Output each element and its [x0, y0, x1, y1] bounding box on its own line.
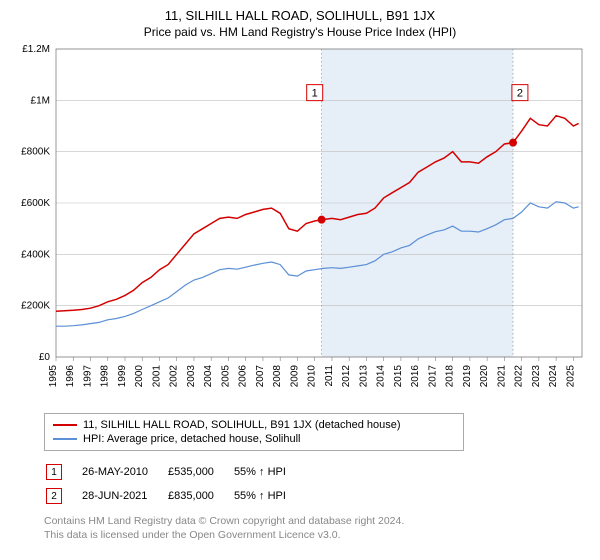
x-tick-label: 2003: [186, 365, 197, 388]
x-tick-label: 2018: [445, 365, 456, 388]
footnote-line: Contains HM Land Registry data © Crown c…: [44, 515, 588, 529]
legend: 11, SILHILL HALL ROAD, SOLIHULL, B91 1JX…: [44, 413, 464, 451]
x-tick-label: 1998: [100, 365, 111, 388]
x-tick-label: 2001: [151, 365, 162, 388]
y-tick-label: £0: [39, 352, 51, 363]
x-tick-label: 2024: [548, 365, 559, 388]
x-tick-label: 2019: [462, 365, 473, 388]
marker-badge-label: 1: [312, 88, 318, 100]
event-date: 26-MAY-2010: [82, 461, 166, 483]
y-tick-label: £800K: [21, 147, 50, 158]
x-tick-label: 2022: [514, 365, 525, 388]
x-tick-label: 2005: [220, 365, 231, 388]
x-tick-label: 2009: [289, 365, 300, 388]
event-pct: 55% ↑ HPI: [234, 461, 304, 483]
x-tick-label: 2021: [496, 365, 507, 388]
y-tick-label: £1.2M: [22, 45, 50, 55]
legend-row: HPI: Average price, detached house, Soli…: [53, 432, 455, 446]
x-tick-label: 2004: [203, 365, 214, 388]
page-title: 11, SILHILL HALL ROAD, SOLIHULL, B91 1JX: [12, 8, 588, 23]
x-tick-label: 1996: [65, 365, 76, 388]
x-tick-label: 2020: [479, 365, 490, 388]
marker-dot: [318, 216, 326, 224]
y-tick-label: £200K: [21, 301, 50, 312]
event-price: £535,000: [168, 461, 232, 483]
marker-badge: 1: [46, 464, 62, 480]
x-tick-label: 2010: [307, 365, 318, 388]
page-subtitle: Price paid vs. HM Land Registry's House …: [12, 25, 588, 39]
event-date: 28-JUN-2021: [82, 485, 166, 507]
x-tick-label: 1997: [82, 365, 93, 388]
x-tick-label: 2011: [324, 365, 335, 387]
price-chart: £0 £200K £400K £600K £800K £1M £1.2M 1995 1996 19…: [12, 45, 588, 405]
x-tick-label: 2008: [272, 365, 283, 388]
legend-label: 11, SILHILL HALL ROAD, SOLIHULL, B91 1JX…: [83, 419, 401, 431]
x-tick-label: 2000: [134, 365, 145, 388]
y-tick-label: £600K: [21, 198, 50, 209]
x-tick-label: 2015: [393, 365, 404, 388]
legend-row: 11, SILHILL HALL ROAD, SOLIHULL, B91 1JX…: [53, 418, 455, 432]
marker-dot: [509, 139, 517, 147]
y-tick-label: £1M: [31, 95, 50, 106]
y-tick-label: £400K: [21, 249, 50, 260]
x-tick-label: 2025: [565, 365, 576, 388]
footnote-line: This data is licensed under the Open Gov…: [44, 529, 588, 543]
x-tick-label: 2017: [427, 365, 438, 388]
marker-events-table: 1 26-MAY-2010£535,00055% ↑ HPI 2 28-JUN-202…: [44, 459, 306, 509]
x-tick-label: 2006: [238, 365, 249, 388]
x-tick-label: 2007: [255, 365, 266, 388]
x-tick-label: 2016: [410, 365, 421, 388]
x-tick-label: 2023: [531, 365, 542, 388]
legend-swatch: [53, 424, 77, 426]
x-tick-label: 1995: [48, 365, 59, 388]
footnote: Contains HM Land Registry data © Crown c…: [44, 515, 588, 542]
event-pct: 55% ↑ HPI: [234, 485, 304, 507]
x-tick-label: 2014: [376, 365, 387, 388]
marker-badge: 2: [46, 488, 62, 504]
legend-swatch: [53, 438, 77, 440]
x-tick-label: 1999: [117, 365, 128, 388]
marker-badge-label: 2: [517, 88, 523, 100]
event-price: £835,000: [168, 485, 232, 507]
x-tick-label: 2012: [341, 365, 352, 388]
x-tick-label: 2013: [358, 365, 369, 388]
x-tick-label: 2002: [169, 365, 180, 388]
table-row: 1 26-MAY-2010£535,00055% ↑ HPI: [46, 461, 304, 483]
legend-label: HPI: Average price, detached house, Soli…: [83, 433, 301, 445]
table-row: 2 28-JUN-2021£835,00055% ↑ HPI: [46, 485, 304, 507]
